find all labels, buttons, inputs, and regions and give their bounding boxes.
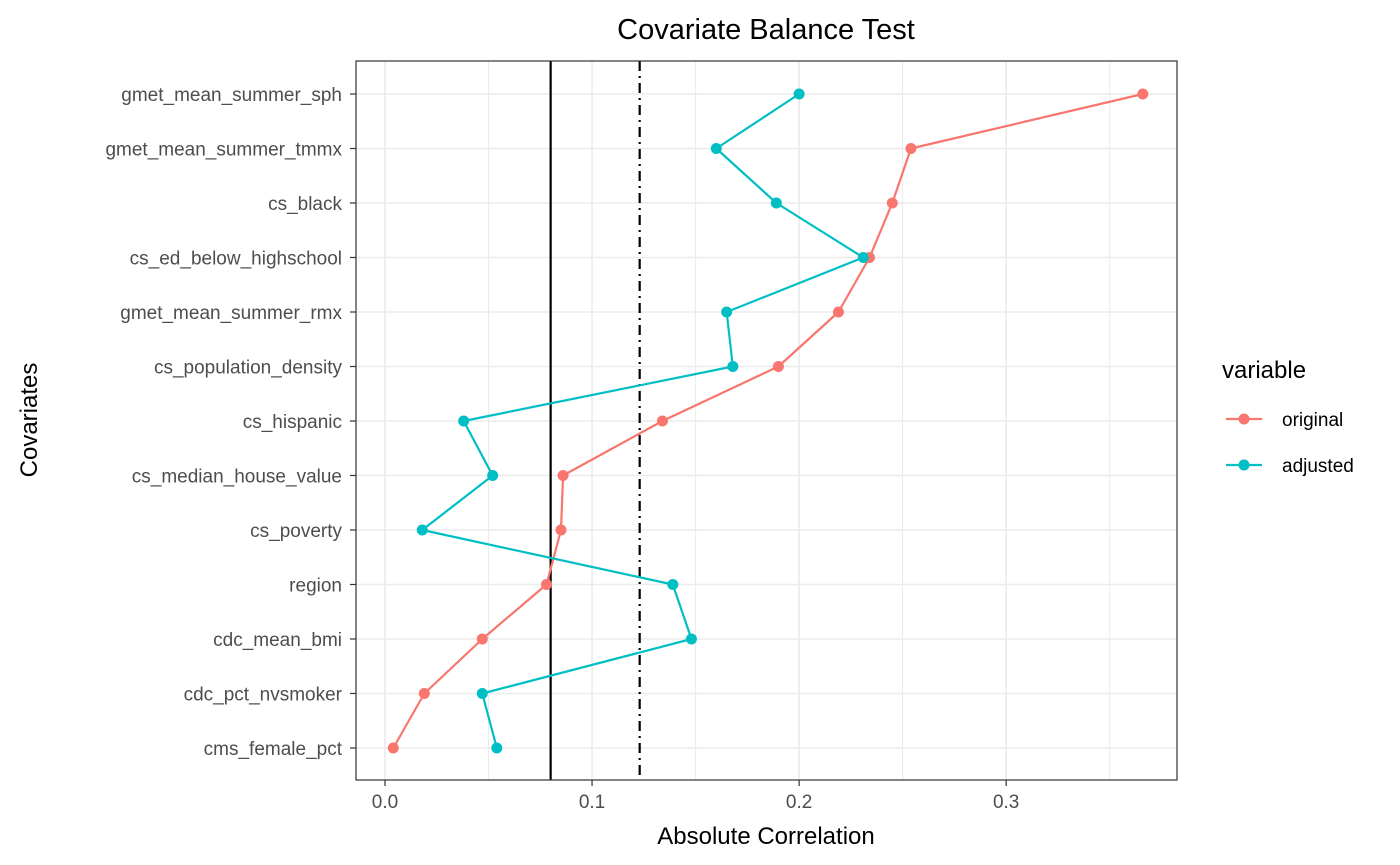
- data-point-adjusted: [416, 524, 428, 536]
- data-point-adjusted: [770, 197, 782, 209]
- data-point-adjusted: [710, 143, 722, 154]
- data-point-adjusted: [476, 688, 488, 699]
- data-point-original: [886, 197, 898, 209]
- series-points: [387, 88, 1149, 754]
- y-tick-label: gmet_mean_summer_tmmx: [105, 140, 342, 161]
- legend: variable original adjusted: [1222, 357, 1354, 477]
- data-point-adjusted: [491, 742, 503, 754]
- data-point-adjusted: [793, 88, 805, 100]
- y-axis: gmet_mean_summer_sph gmet_mean_summer_tmm…: [105, 85, 356, 760]
- data-point-original: [772, 361, 784, 372]
- data-point-original: [832, 306, 844, 318]
- data-point-original: [656, 415, 668, 427]
- data-point-original: [557, 470, 569, 481]
- x-tick-label: 0.1: [579, 792, 605, 813]
- x-axis: 0.0 0.1 0.2 0.3: [372, 780, 1019, 813]
- legend-label-original: original: [1282, 410, 1343, 431]
- major-gridlines: [356, 61, 1177, 780]
- y-tick-label: cs_ed_below_highschool: [130, 249, 342, 270]
- data-point-original: [555, 524, 567, 536]
- data-point-original: [905, 143, 917, 154]
- y-tick-label: cs_poverty: [250, 521, 342, 542]
- y-tick-label: cs_population_density: [154, 358, 343, 379]
- legend-key-point-adjusted: [1238, 459, 1250, 471]
- reference-lines: [549, 61, 641, 780]
- y-tick-label: cdc_mean_bmi: [213, 630, 342, 651]
- y-tick-label: region: [289, 576, 342, 597]
- y-tick-label: cs_median_house_value: [132, 467, 342, 488]
- legend-items: original adjusted: [1226, 410, 1354, 477]
- y-tick-label: gmet_mean_summer_sph: [121, 85, 342, 106]
- x-tick-label: 0.0: [372, 792, 398, 813]
- y-tick-label: cms_female_pct: [204, 739, 343, 760]
- data-point-original: [418, 688, 430, 699]
- data-point-adjusted: [458, 415, 470, 427]
- data-point-original: [540, 579, 552, 590]
- data-point-adjusted: [685, 633, 697, 645]
- y-tick-label: cs_hispanic: [243, 412, 342, 433]
- data-point-adjusted: [727, 361, 739, 372]
- data-point-adjusted: [487, 470, 499, 481]
- data-point-adjusted: [667, 579, 679, 590]
- y-axis-title: Covariates: [16, 363, 43, 478]
- data-point-original: [387, 742, 399, 754]
- legend-label-adjusted: adjusted: [1282, 456, 1354, 477]
- x-tick-label: 0.3: [993, 792, 1019, 813]
- y-tick-label: cs_black: [268, 194, 342, 215]
- legend-key-point-original: [1238, 413, 1250, 425]
- data-point-original: [476, 633, 488, 645]
- chart-title: Covariate Balance Test: [617, 14, 915, 46]
- x-axis-title: Absolute Correlation: [657, 823, 874, 850]
- data-point-adjusted: [721, 306, 733, 318]
- data-point-original: [1137, 88, 1149, 100]
- data-point-adjusted: [857, 252, 869, 263]
- legend-title: variable: [1222, 357, 1306, 384]
- y-tick-label: gmet_mean_summer_rmx: [120, 303, 342, 324]
- y-tick-label: cdc_pct_nvsmoker: [184, 685, 343, 706]
- x-tick-label: 0.2: [786, 792, 812, 813]
